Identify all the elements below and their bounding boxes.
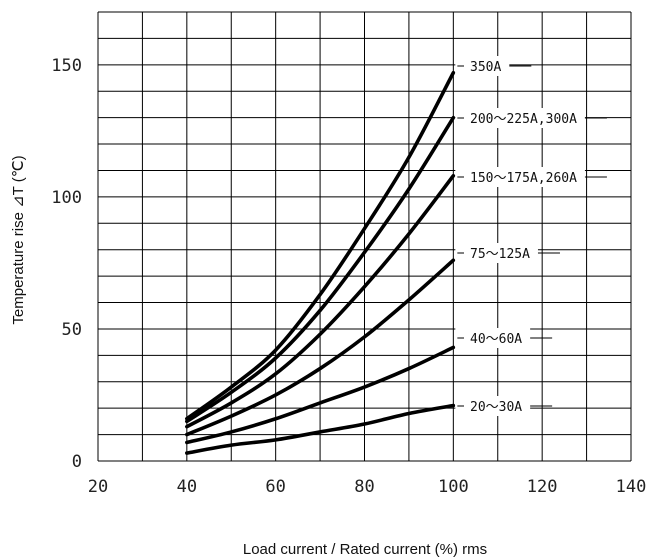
series-line <box>185 258 456 437</box>
grid <box>97 11 632 462</box>
tick-labels: 20 40 60 80 100 120 140 0 50 100 150 <box>51 56 646 497</box>
series-label-background <box>455 396 531 416</box>
x-axis-label: Load current / Rated current (%) rms <box>243 541 487 558</box>
series-labels: 350A 200～225A,300A 150～175A,260A 75～125A 40～… <box>455 56 607 416</box>
series-lines <box>185 70 456 455</box>
y-axis-label: Temperature rise ⊿T (℃) <box>10 155 27 324</box>
series-line <box>185 70 456 421</box>
x-tick-label: 20 <box>88 477 108 497</box>
x-tick-label: 120 <box>527 477 558 497</box>
series-label-background <box>455 56 510 76</box>
x-tick-label: 100 <box>438 477 469 497</box>
x-tick-label: 40 <box>177 477 197 497</box>
series-line <box>185 345 456 445</box>
series-label-background <box>455 328 531 348</box>
series-label: 200～225A,300A <box>470 112 577 127</box>
y-tick-label: 100 <box>51 188 82 208</box>
series-line <box>185 173 456 429</box>
series-label: 40～60A <box>470 332 522 347</box>
series-label: 150～175A,260A <box>470 171 577 186</box>
y-tick-label: 0 <box>72 452 82 472</box>
series-label: 350A <box>470 60 501 75</box>
series-label: 20～30A <box>470 400 522 415</box>
x-tick-label: 60 <box>265 477 285 497</box>
x-tick-label: 140 <box>616 477 647 497</box>
x-tick-label: 80 <box>354 477 374 497</box>
series-label-background <box>455 108 585 128</box>
y-tick-label: 50 <box>62 320 82 340</box>
series-label-background <box>455 167 585 187</box>
series-label-background <box>455 243 538 263</box>
series-line <box>185 403 456 455</box>
series-line <box>185 115 456 424</box>
y-tick-label: 150 <box>51 56 82 76</box>
series-label: 75～125A <box>470 247 530 262</box>
